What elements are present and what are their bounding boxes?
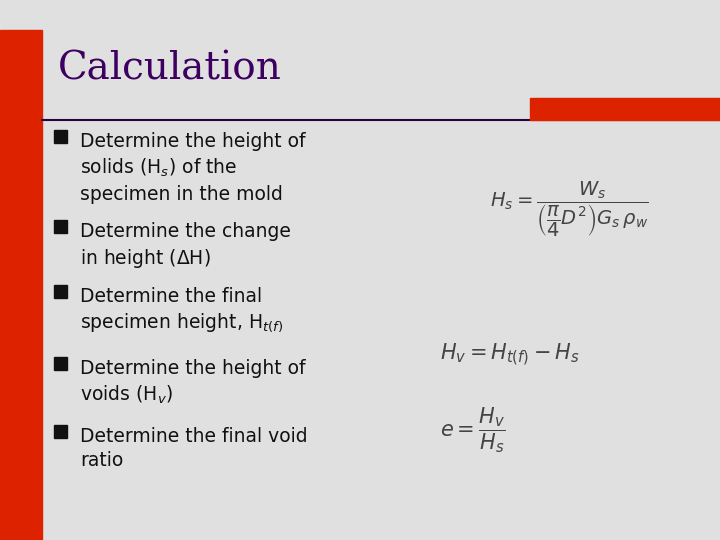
Bar xyxy=(54,425,67,438)
Text: Determine the height of
solids (H$_s$) of the
specimen in the mold: Determine the height of solids (H$_s$) o… xyxy=(80,132,305,204)
Text: Determine the height of
voids (H$_v$): Determine the height of voids (H$_v$) xyxy=(80,359,305,406)
Bar xyxy=(54,130,67,143)
Bar xyxy=(54,285,67,298)
Text: Determine the final void
ratio: Determine the final void ratio xyxy=(80,427,307,470)
Text: $H_s = \dfrac{W_s}{\left(\dfrac{\pi}{4}D^2\right)G_s\,\rho_w}$: $H_s = \dfrac{W_s}{\left(\dfrac{\pi}{4}D… xyxy=(490,180,649,239)
Text: Determine the final
specimen height, H$_{t(f)}$: Determine the final specimen height, H$_… xyxy=(80,287,283,334)
Bar xyxy=(0,30,42,540)
Bar xyxy=(54,357,67,370)
Text: $e = \dfrac{H_v}{H_s}$: $e = \dfrac{H_v}{H_s}$ xyxy=(440,405,505,455)
Bar xyxy=(530,98,720,120)
Text: $H_v = H_{t(f)} - H_s$: $H_v = H_{t(f)} - H_s$ xyxy=(440,342,580,368)
Text: Calculation: Calculation xyxy=(58,50,282,87)
Bar xyxy=(54,220,67,233)
Text: Determine the change
in height ($\Delta$H): Determine the change in height ($\Delta$… xyxy=(80,222,291,270)
